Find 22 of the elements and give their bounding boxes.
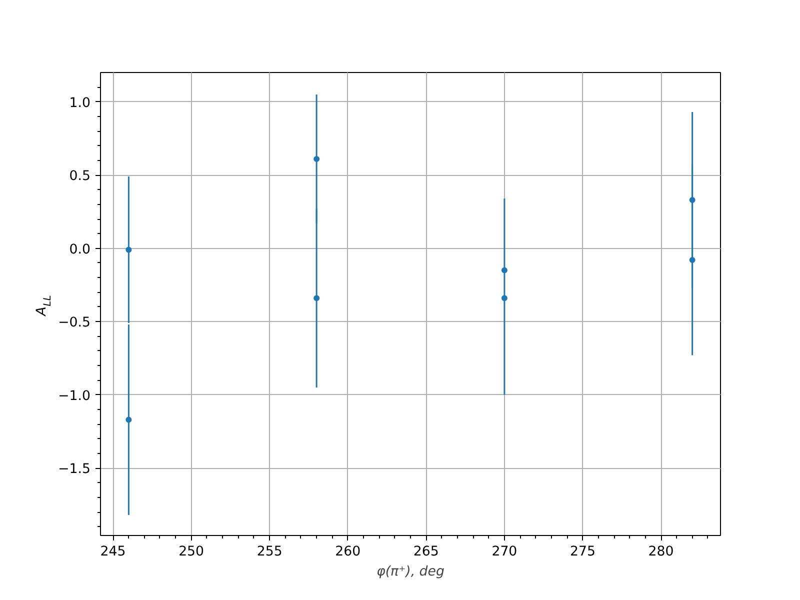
x-tick-label: 270 [492,544,518,560]
point [689,257,696,264]
y-tick-label: −1.5 [58,462,91,478]
x-tick-label: 265 [413,544,439,560]
x-tick-label: 255 [256,544,282,560]
x-axis-title: φ(π⁺), deg [376,564,444,580]
point [314,295,320,302]
point [314,156,320,162]
x-tick-label: 250 [178,544,204,560]
point [501,295,508,302]
y-tick-label: 1.0 [69,96,91,111]
y-axis-title: ALL [34,295,54,317]
x-tick-label: 280 [648,544,674,560]
x-tick-label: 275 [570,544,596,560]
y-tick-label: −0.5 [58,316,91,331]
y-tick-label: 0.5 [69,169,91,184]
x-tick-label: 245 [100,544,126,560]
point [126,416,132,423]
y-tick-label: −1.0 [58,388,91,404]
point [126,246,132,253]
y-tick-label: 0.0 [69,242,91,258]
x-tick-label: 260 [335,544,361,560]
